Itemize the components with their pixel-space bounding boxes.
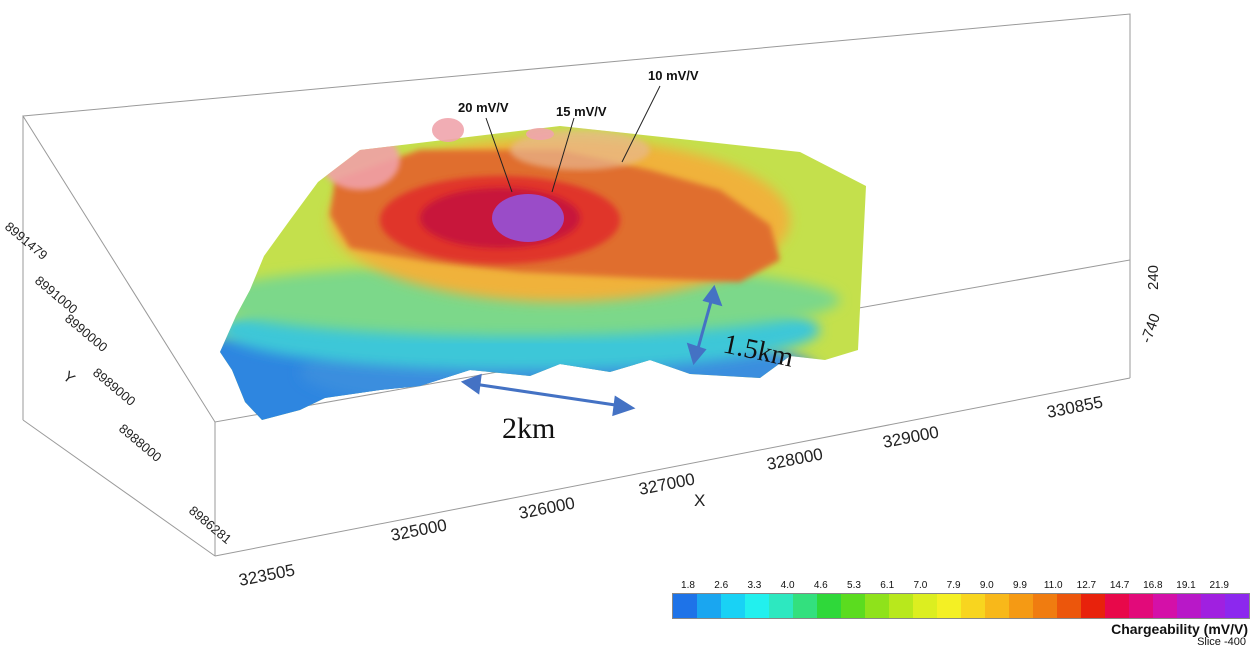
box-edge	[214, 377, 1131, 557]
colorbar-tick-label: 1.8	[681, 580, 695, 591]
x-axis: 323505 325000 326000 327000 328000 32900…	[237, 392, 1104, 589]
box-edge	[22, 419, 216, 557]
z-tick-label: -740	[1138, 311, 1164, 345]
colorbar-tick-label: 4.0	[780, 580, 795, 591]
colorbar-tick-label: 7.9	[946, 580, 961, 591]
colorbar-cell	[1009, 594, 1033, 618]
leader-line-10	[621, 85, 661, 163]
contour-label-15: 15 mV/V	[556, 104, 607, 119]
colorbar-cell	[1153, 594, 1177, 618]
colorbar-cell	[937, 594, 961, 618]
bounding-box	[22, 13, 1131, 557]
colorbar-cell	[745, 594, 769, 618]
colorbar-cell	[1057, 594, 1081, 618]
contour-label-10: 10 mV/V	[648, 68, 699, 83]
y-axis-label: Y	[59, 368, 78, 387]
x-tick-label: 325000	[389, 515, 448, 544]
measurement-arrows	[460, 284, 723, 417]
colorbar-tick-label: 3.3	[747, 580, 762, 591]
y-tick-label: 8988000	[116, 421, 164, 465]
x-axis-label: X	[694, 491, 705, 510]
colorbar-tick-label: 9.0	[979, 580, 994, 591]
x-tick-label: 328000	[765, 444, 824, 473]
chargeability-slice	[220, 126, 866, 420]
leader-line-20	[485, 117, 513, 193]
colorbar-tick-label: 21.9	[1209, 580, 1229, 591]
colorbar-tick-label: 16.8	[1143, 580, 1163, 591]
colorbar-tick-label: 14.7	[1109, 580, 1130, 591]
x-tick-label: 326000	[517, 493, 576, 522]
colorbar-tick-label: 6.1	[880, 580, 895, 591]
y-tick-label: 8989000	[90, 365, 138, 409]
colorbar-cell	[1105, 594, 1129, 618]
colorbar-cell	[1177, 594, 1201, 618]
leader-line-15	[551, 117, 575, 193]
x-tick-label: 323505	[237, 560, 296, 589]
colorbar-cell	[817, 594, 841, 618]
z-axis: 240 -740	[1138, 265, 1164, 345]
colorbar-legend: 1.8 2.6 3.3 4.0 4.6 5.3 6.1 7.0 7.9 9.0 9.9 11.0 12.…	[672, 578, 1250, 648]
width-arrow-head-right	[612, 395, 636, 417]
colorbar-cell	[1033, 594, 1057, 618]
colorbar-cell	[793, 594, 817, 618]
contour-label-20: 20 mV/V	[458, 100, 509, 115]
colorbar-title: Chargeability (mV/V)	[1111, 621, 1248, 637]
colorbar-cell	[889, 594, 913, 618]
colorbar-cell	[769, 594, 793, 618]
z-tick-label: 240	[1145, 265, 1162, 290]
x-tick-label: 327000	[637, 469, 696, 498]
colorbar-cell	[1081, 594, 1105, 618]
x-tick-label: 329000	[881, 422, 940, 451]
depth-arrow-head-top	[702, 284, 723, 307]
colorbar-cell	[673, 594, 697, 618]
x-tick-label: 330855	[1045, 392, 1104, 421]
colorbar-cell	[1129, 594, 1153, 618]
colorbar-tick-label: 19.1	[1176, 580, 1196, 591]
isosurface-blob	[526, 128, 554, 140]
colorbar-tick-label: 11.0	[1043, 580, 1063, 591]
colorbar-cell	[865, 594, 889, 618]
width-measure-label: 2km	[502, 412, 555, 445]
y-tick-label: 8991000	[32, 273, 80, 317]
colorbar-cell	[961, 594, 985, 618]
purple-core	[492, 194, 564, 242]
depth-arrow-head-bottom	[686, 342, 707, 366]
colorbar-cell	[721, 594, 745, 618]
colorbar-tick-label: 12.7	[1076, 580, 1097, 591]
colorbar-cell	[697, 594, 721, 618]
pink-shell	[320, 130, 400, 190]
colorbar-cell	[1225, 594, 1249, 618]
y-tick-label: 8991479	[2, 219, 50, 263]
width-arrow-line	[473, 382, 623, 408]
colorbar-cell	[841, 594, 865, 618]
y-tick-label: 8990000	[62, 311, 110, 355]
isosurface-blob	[432, 118, 464, 142]
contour-annotations: 20 mV/V 15 mV/V 10 mV/V	[458, 68, 699, 193]
colorbar-tick-label: 5.3	[847, 580, 861, 591]
colorbar-scale	[672, 593, 1250, 619]
colorbar-subtitle: Slice -400	[1197, 636, 1246, 648]
colorbar-tick-label: 4.6	[813, 580, 828, 591]
colorbar-tick-label: 9.9	[1013, 580, 1027, 591]
colorbar-cell	[985, 594, 1009, 618]
colorbar-tick-label: 2.6	[714, 580, 729, 591]
pink-shell	[510, 130, 650, 170]
colorbar-tick-label: 7.0	[913, 580, 928, 591]
width-arrow-head-left	[460, 373, 482, 395]
colorbar-cell	[1201, 594, 1225, 618]
depth-arrow-line	[695, 297, 714, 353]
colorbar-ticks: 1.8 2.6 3.3 4.0 4.6 5.3 6.1 7.0 7.9 9.0 9.9 11.0 12.…	[672, 578, 1250, 592]
colorbar-cell	[913, 594, 937, 618]
